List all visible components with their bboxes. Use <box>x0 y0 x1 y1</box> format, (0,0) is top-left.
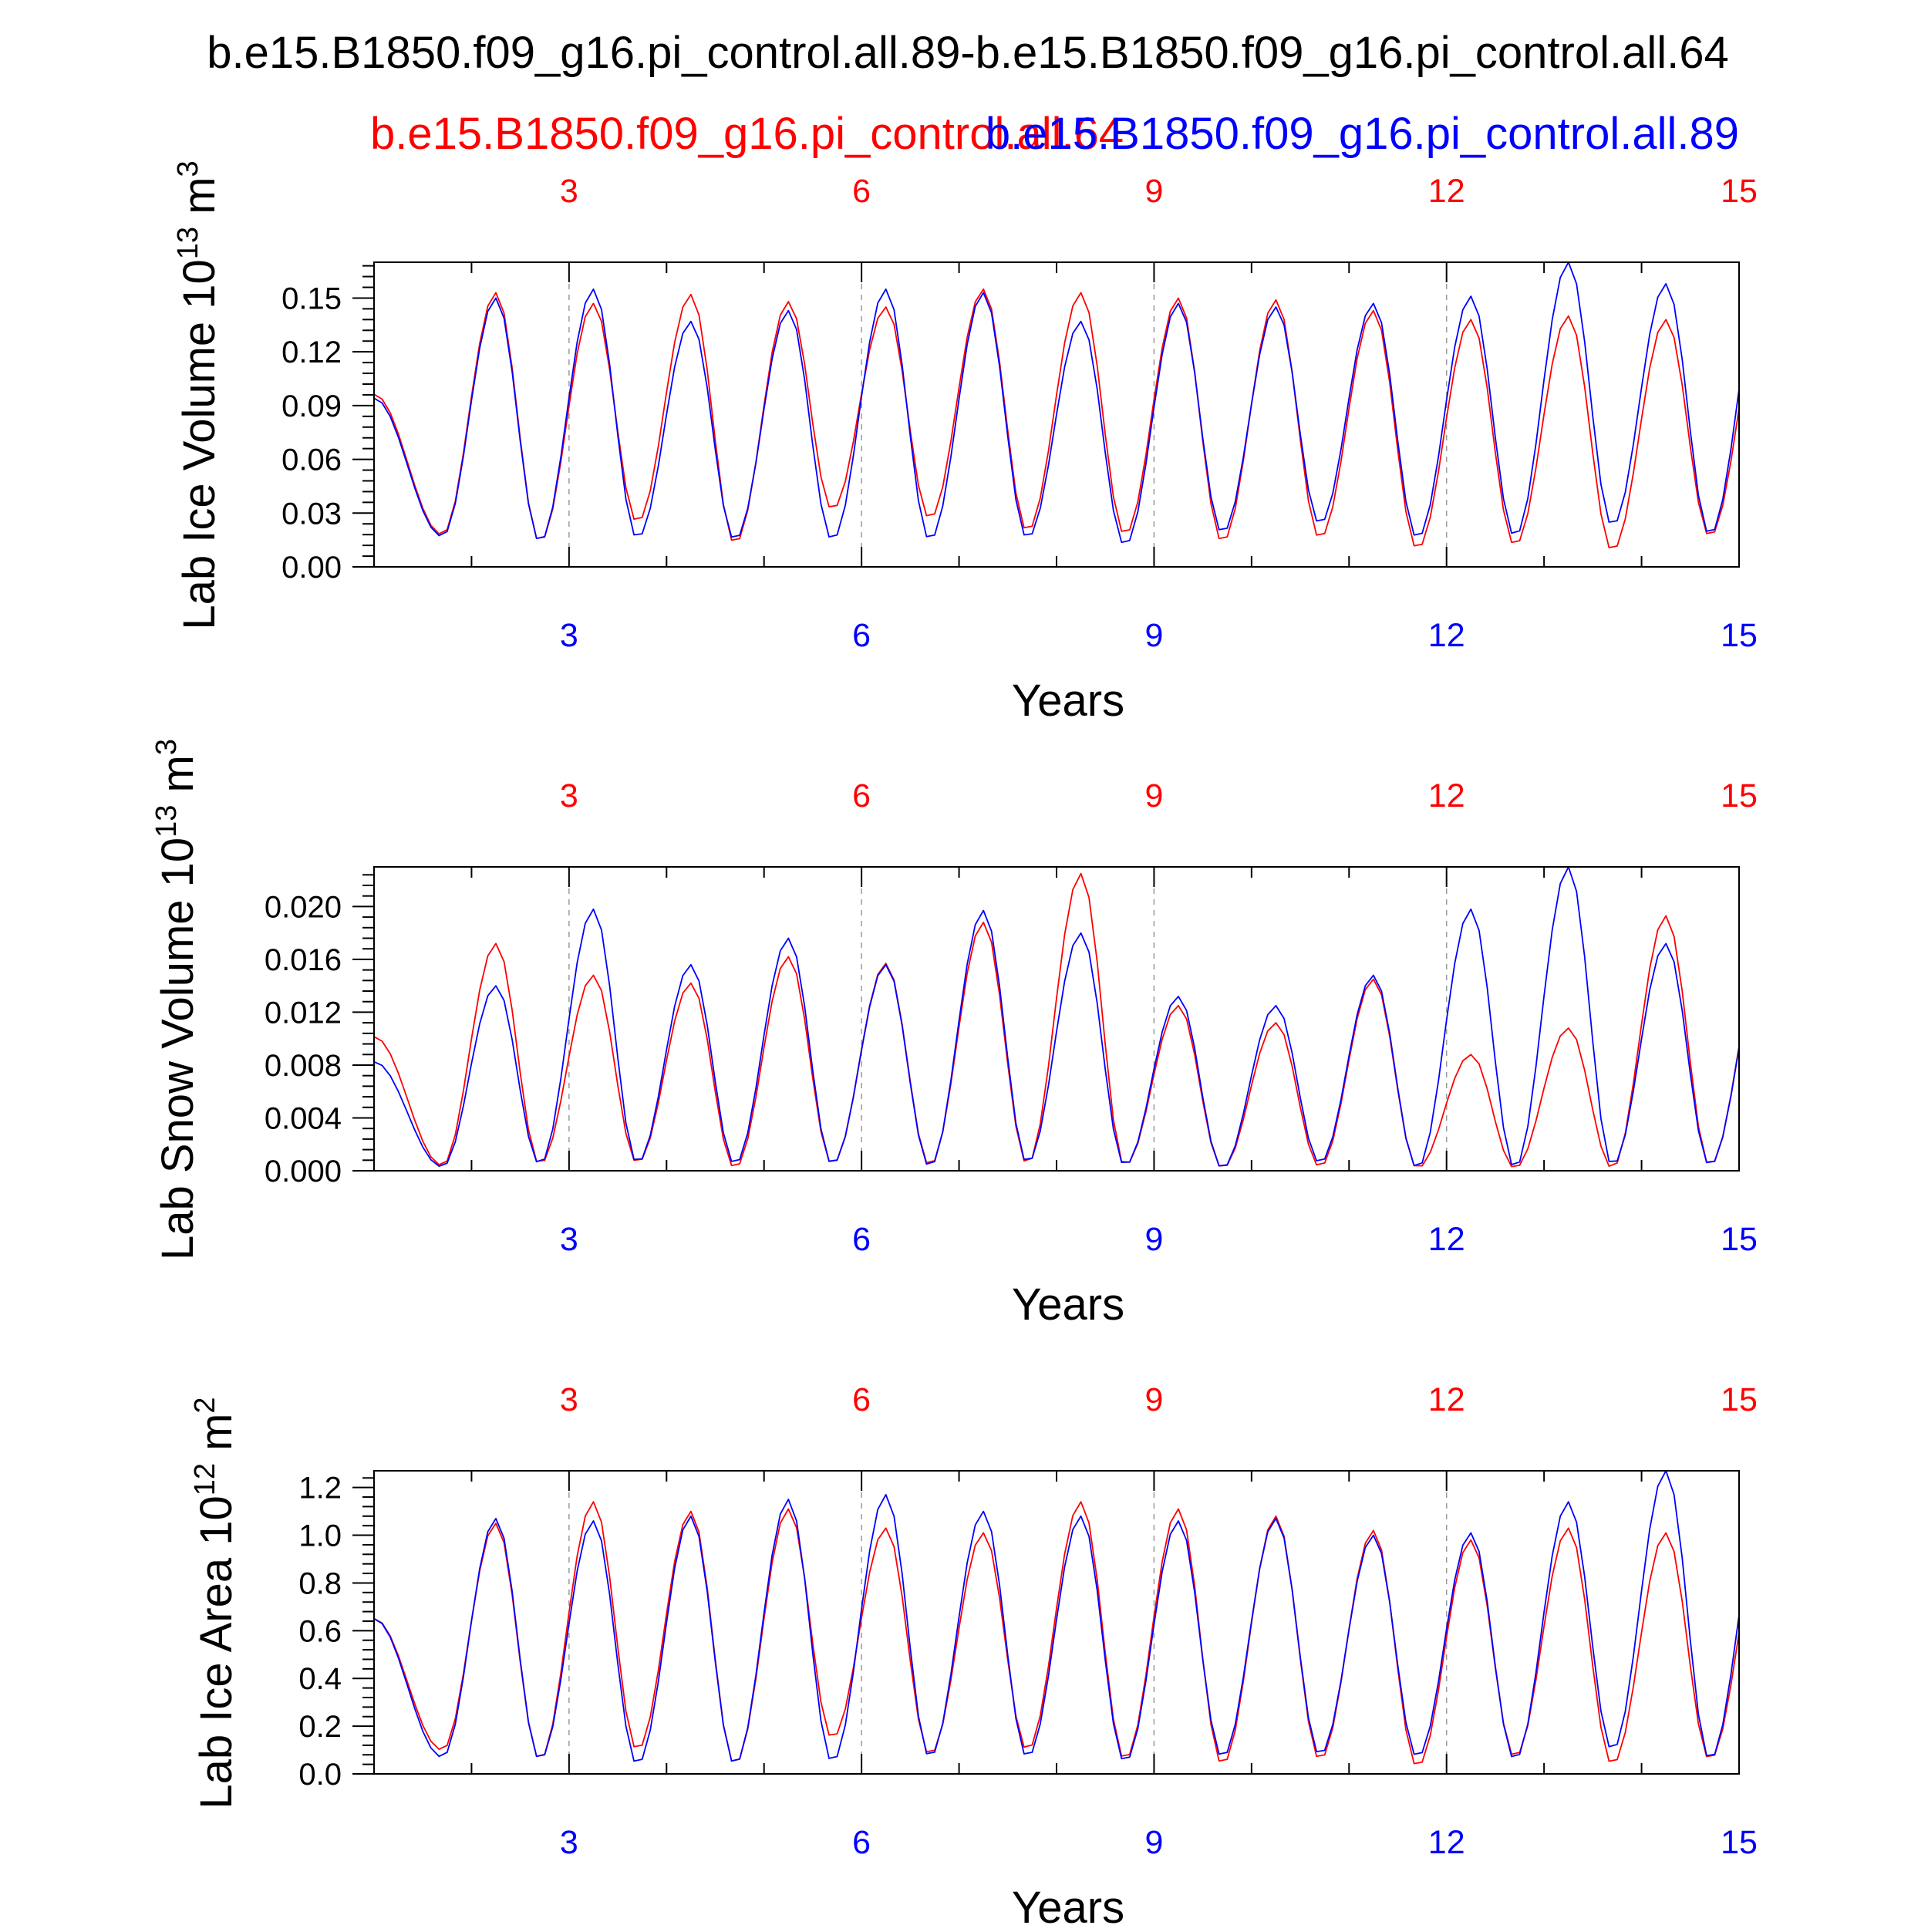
x-tick-label-bottom: 12 <box>1428 1221 1465 1258</box>
x-tick-label-bottom: 12 <box>1428 1824 1465 1861</box>
y-tick-label: 0.4 <box>298 1662 342 1696</box>
x-tick-label-top: 12 <box>1428 1381 1465 1418</box>
y-tick-label: 0.8 <box>298 1566 342 1600</box>
y-axis-unit-power: 3 <box>150 739 183 755</box>
y-tick-label: 0.03 <box>281 497 342 531</box>
y-tick-label: 1.2 <box>298 1472 342 1505</box>
x-tick-label-top: 12 <box>1428 777 1465 814</box>
x-tick-label-top: 3 <box>560 173 578 210</box>
legend-blue-label: b.e15.B1850.f09_g16.pi_control.all.89 <box>986 109 1739 159</box>
series-line-red <box>373 1501 1740 1765</box>
y-tick-label: 0.016 <box>265 943 342 977</box>
y-axis-unit-exponent: 13 <box>150 805 183 838</box>
y-axis-label-text: Lab Ice Area 10 <box>191 1495 241 1809</box>
y-tick-label: 0.12 <box>281 335 342 369</box>
y-axis-unit-exponent: 12 <box>189 1463 221 1495</box>
x-tick-label-top: 12 <box>1428 173 1465 210</box>
y-axis-unit: m <box>174 177 224 226</box>
x-tick-label-bottom: 9 <box>1144 617 1163 654</box>
y-tick-label: 0.15 <box>281 282 342 315</box>
y-axis-title: Lab Ice Volume 1013 m3 <box>172 160 224 629</box>
x-tick-label-top: 6 <box>852 173 871 210</box>
x-tick-label-top: 9 <box>1144 1381 1163 1418</box>
y-tick-label: 0.00 <box>281 551 342 585</box>
x-tick-label-top: 15 <box>1721 1381 1758 1418</box>
y-axis-unit-power: 3 <box>172 160 204 177</box>
series-line-blue <box>373 261 1740 544</box>
x-tick-label-top: 6 <box>852 1381 871 1418</box>
y-tick-label: 0.2 <box>298 1710 342 1744</box>
x-tick-label-bottom: 15 <box>1721 1221 1758 1258</box>
series-line-red <box>373 872 1740 1168</box>
series-line-blue <box>373 866 1740 1167</box>
y-tick-label: 0.6 <box>298 1614 342 1648</box>
y-axis-unit-power: 2 <box>189 1397 221 1413</box>
x-tick-label-bottom: 9 <box>1144 1824 1163 1861</box>
chart-panel-1: 3 3 6 6 9 9 12 12 15 15 0.00 0.03 0.06 0.09 0.12 0.15 Ye… <box>172 160 1758 726</box>
y-axis-unit-exponent: 13 <box>172 227 204 259</box>
x-tick-label-bottom: 15 <box>1721 617 1758 654</box>
y-axis-unit: m <box>191 1414 241 1463</box>
x-tick-label-top: 6 <box>852 777 871 814</box>
legend-red-label: b.e15.B1850.f09_g16.pi_control.all.64 <box>370 109 1124 159</box>
x-axis-title: Years <box>1012 1883 1124 1928</box>
y-tick-label: 0.020 <box>265 890 342 924</box>
y-tick-label: 0.0 <box>298 1758 342 1792</box>
x-tick-label-bottom: 6 <box>852 617 871 654</box>
chart-panel-3: 3 3 6 6 9 9 12 12 15 15 0.0 0.2 0.4 0.6 0.8 1.0 1.2 Years… <box>189 1381 1758 1932</box>
main-title: b.e15.B1850.f09_g16.pi_control.all.89-b.… <box>207 28 1729 78</box>
x-tick-label-top: 3 <box>560 777 578 814</box>
series-line-red <box>373 288 1740 548</box>
series-line-blue <box>373 1470 1740 1762</box>
y-tick-label: 0.012 <box>265 996 342 1030</box>
y-tick-label: 0.004 <box>265 1101 342 1135</box>
x-tick-label-top: 15 <box>1721 777 1758 814</box>
x-tick-label-bottom: 12 <box>1428 617 1465 654</box>
y-axis-title: Lab Snow Volume 1013 m3 <box>150 739 203 1260</box>
y-axis-title: Lab Ice Area 1012 m2 <box>189 1397 241 1809</box>
x-tick-label-bottom: 9 <box>1144 1221 1163 1258</box>
x-tick-label-top: 3 <box>560 1381 578 1418</box>
x-tick-label-bottom: 3 <box>560 1221 578 1258</box>
y-axis-label-text: Lab Snow Volume 10 <box>153 838 203 1260</box>
x-tick-label-bottom: 3 <box>560 617 578 654</box>
y-tick-label: 0.06 <box>281 443 342 477</box>
y-tick-label: 0.09 <box>281 389 342 423</box>
panels-group: 336699121215150.000.030.060.090.120.15Ye… <box>150 160 1758 1932</box>
y-tick-label: 1.0 <box>298 1519 342 1553</box>
x-tick-label-top: 9 <box>1144 777 1163 814</box>
x-tick-label-bottom: 6 <box>852 1221 871 1258</box>
y-tick-label: 0.000 <box>265 1155 342 1189</box>
y-axis-unit: m <box>153 755 203 804</box>
y-tick-label: 0.008 <box>265 1049 342 1083</box>
x-tick-label-bottom: 15 <box>1721 1824 1758 1861</box>
x-tick-label-bottom: 3 <box>560 1824 578 1861</box>
x-tick-label-bottom: 6 <box>852 1824 871 1861</box>
x-axis-title: Years <box>1012 1280 1124 1330</box>
chart-panel-2: 3 3 6 6 9 9 12 12 15 15 0.000 0.004 0.008 0.012 0.016 0… <box>150 739 1758 1330</box>
x-axis-title: Years <box>1012 676 1124 726</box>
y-axis-label-text: Lab Ice Volume 10 <box>174 259 224 629</box>
x-tick-label-top: 15 <box>1721 173 1758 210</box>
x-tick-label-top: 9 <box>1144 173 1163 210</box>
